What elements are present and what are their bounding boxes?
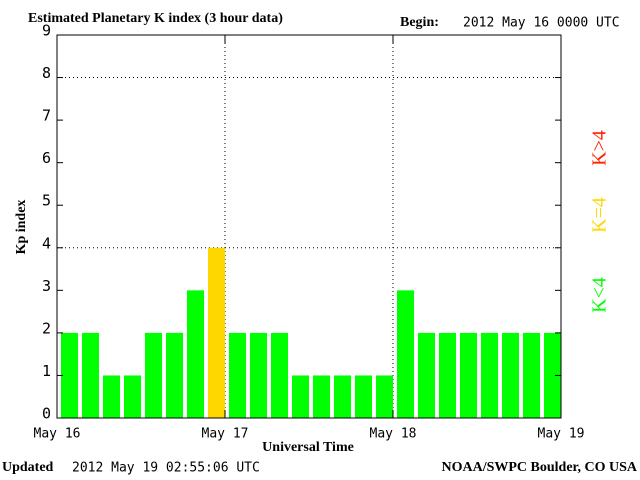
y-tick-label: 5 [42,192,51,210]
y-tick-label: 9 [42,22,51,40]
y-axis-label: Kp index [14,200,29,255]
y-tick-label: 3 [42,277,51,295]
bar [523,332,540,418]
legend-entry: K=4 [589,197,611,233]
bar [481,332,498,418]
updated: 2012 May 19 02:55:06 UTC [72,461,260,476]
bar [208,247,225,418]
y-tick-label: 7 [42,107,51,125]
bar [82,332,99,418]
bar [439,332,456,418]
bar [103,375,120,418]
bar [418,332,435,418]
y-tick-label: 1 [42,362,51,380]
x-axis-label: Universal Time [262,440,354,455]
bar [292,375,309,418]
bar [145,332,162,418]
bar [313,375,330,418]
x-tick-label: May 17 [202,427,249,442]
x-tick-label: May 18 [370,427,417,442]
legend-entry: K>4 [589,130,611,166]
credit: NOAA/SWPC Boulder, CO USA [441,460,637,475]
bar [229,332,246,418]
plot-frame [56,34,562,419]
bar [166,332,183,418]
bar [502,332,519,418]
y-tick-label: 0 [42,405,51,423]
y-tick-label: 2 [42,319,51,337]
legend-entry: K<4 [589,277,611,313]
x-tick-label: May 19 [538,427,585,442]
bar [376,375,393,418]
updated-label: Updated [2,460,54,475]
bar [334,375,351,418]
bar [355,375,372,418]
y-tick-label: 6 [42,149,51,167]
bar [397,290,414,418]
y-tick-label: 4 [42,234,51,252]
bar [250,332,267,418]
bar [187,290,204,418]
bar [271,332,288,418]
begin-label: Begin: [400,15,439,30]
bar [460,332,477,418]
x-tick-label: May 16 [34,427,81,442]
bar [544,332,561,418]
y-tick-label: 8 [42,64,51,82]
bar [124,375,141,418]
begin: 2012 May 16 0000 UTC [463,16,620,31]
chart-title: Estimated Planetary K index (3 hour data… [28,11,283,26]
bar [61,332,78,418]
